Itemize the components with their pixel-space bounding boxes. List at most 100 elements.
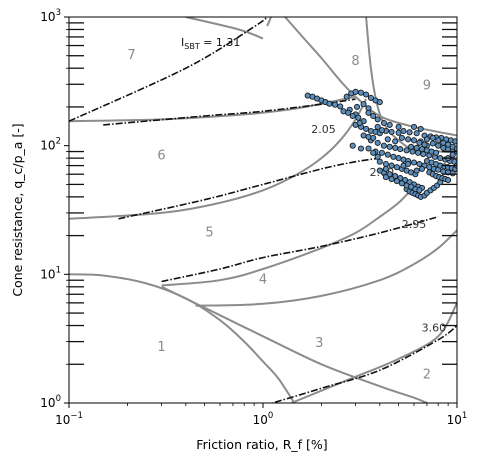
data-point — [370, 112, 377, 120]
data-point — [410, 137, 418, 144]
zone-boundary — [69, 98, 367, 220]
data-point — [423, 136, 430, 143]
data-point — [410, 123, 418, 130]
data-point — [370, 134, 377, 141]
sbt-label: ISBT = 1.31 — [181, 36, 240, 51]
zone-boundary — [284, 17, 457, 137]
zone-label: 1 — [157, 340, 165, 355]
data-point — [343, 93, 350, 100]
data-point — [416, 139, 423, 146]
data-point — [374, 123, 381, 130]
data-point — [370, 149, 377, 156]
data-point — [400, 127, 407, 135]
data-point — [337, 103, 344, 110]
data-point — [395, 155, 402, 162]
data-point — [410, 159, 418, 166]
zone-boundary — [161, 186, 415, 287]
data-point — [384, 136, 391, 143]
data-point — [405, 136, 412, 143]
y-tick-label: 102 — [40, 137, 61, 153]
data-point — [355, 114, 362, 121]
data-point — [352, 88, 359, 95]
data-point — [367, 94, 374, 101]
data-point — [418, 165, 426, 172]
ic-contour — [269, 324, 457, 403]
x-tick-base: 10 — [55, 413, 70, 427]
data-point — [365, 145, 372, 152]
data-point — [353, 103, 361, 110]
data-point — [398, 134, 405, 141]
data-point — [413, 167, 420, 174]
data-point — [386, 143, 393, 150]
data-point — [413, 130, 420, 137]
data-point — [386, 121, 393, 128]
data-point — [405, 160, 412, 168]
data-point — [378, 149, 385, 156]
data-point — [388, 128, 395, 135]
y-tick-label: 100 — [40, 394, 61, 410]
zone-label: 7 — [127, 48, 135, 63]
data-point — [440, 168, 447, 175]
sbt-label-sub: SBT — [184, 42, 200, 51]
x-axis-label: Friction ratio, R_f [%] — [196, 437, 327, 452]
data-point — [413, 144, 420, 151]
data-point — [363, 91, 370, 98]
sbt-label-main: I — [181, 36, 184, 49]
data-points — [304, 88, 457, 200]
data-point — [388, 162, 395, 169]
data-point — [382, 165, 389, 172]
data-point — [382, 174, 389, 181]
ic-contour — [118, 157, 380, 220]
x-axis-ticks: 10−1 100 101 — [55, 403, 467, 427]
y-axis-label: Cone resistance, q_c/p_a [-] — [10, 123, 25, 296]
data-point — [326, 100, 333, 107]
y-tick-exp: 3 — [56, 8, 61, 18]
data-point — [378, 127, 385, 134]
data-point — [393, 178, 400, 185]
data-point — [374, 153, 381, 160]
data-point — [433, 149, 440, 156]
zone-label: 9 — [423, 79, 431, 94]
zone-labels: 1 2 3 4 5 6 7 8 9 — [127, 48, 431, 382]
data-point — [445, 177, 452, 184]
zone-label: 8 — [351, 54, 359, 69]
x-tick-exp: −1 — [70, 411, 83, 421]
data-point — [380, 119, 387, 127]
data-point — [406, 129, 413, 136]
data-point — [384, 151, 391, 158]
zone-label: 6 — [157, 149, 165, 164]
x-tick-label: 100 — [253, 411, 274, 427]
data-point — [390, 153, 397, 160]
data-point — [376, 158, 383, 165]
data-point — [304, 92, 311, 99]
data-point — [393, 164, 400, 171]
x-tick-exp: 0 — [268, 411, 273, 421]
data-point — [429, 134, 436, 141]
data-point — [357, 89, 365, 96]
data-point — [374, 116, 381, 123]
y-tick-label: 103 — [40, 8, 61, 24]
x-tick-base: 10 — [253, 413, 268, 427]
y-tick-exp: 2 — [56, 137, 61, 147]
data-point — [365, 109, 372, 116]
y-tick-label: 101 — [40, 265, 61, 281]
data-point — [395, 123, 402, 130]
data-point — [416, 187, 423, 194]
y-tick-exp: 0 — [56, 394, 61, 404]
data-point — [360, 101, 367, 108]
contour-label: 2.05 — [311, 123, 336, 136]
x-tick-label: 10−1 — [55, 411, 83, 427]
sbt-label-rest: = 1.31 — [200, 36, 241, 49]
zone-boundary — [266, 17, 272, 27]
data-point — [403, 147, 410, 154]
y-tick-base: 10 — [40, 267, 55, 281]
data-point — [374, 139, 381, 146]
zone-boundary — [195, 229, 457, 307]
zone-label: 5 — [205, 225, 213, 240]
data-point — [392, 138, 399, 145]
y-tick-base: 10 — [40, 396, 55, 410]
data-point — [408, 143, 415, 150]
data-point — [357, 145, 365, 152]
